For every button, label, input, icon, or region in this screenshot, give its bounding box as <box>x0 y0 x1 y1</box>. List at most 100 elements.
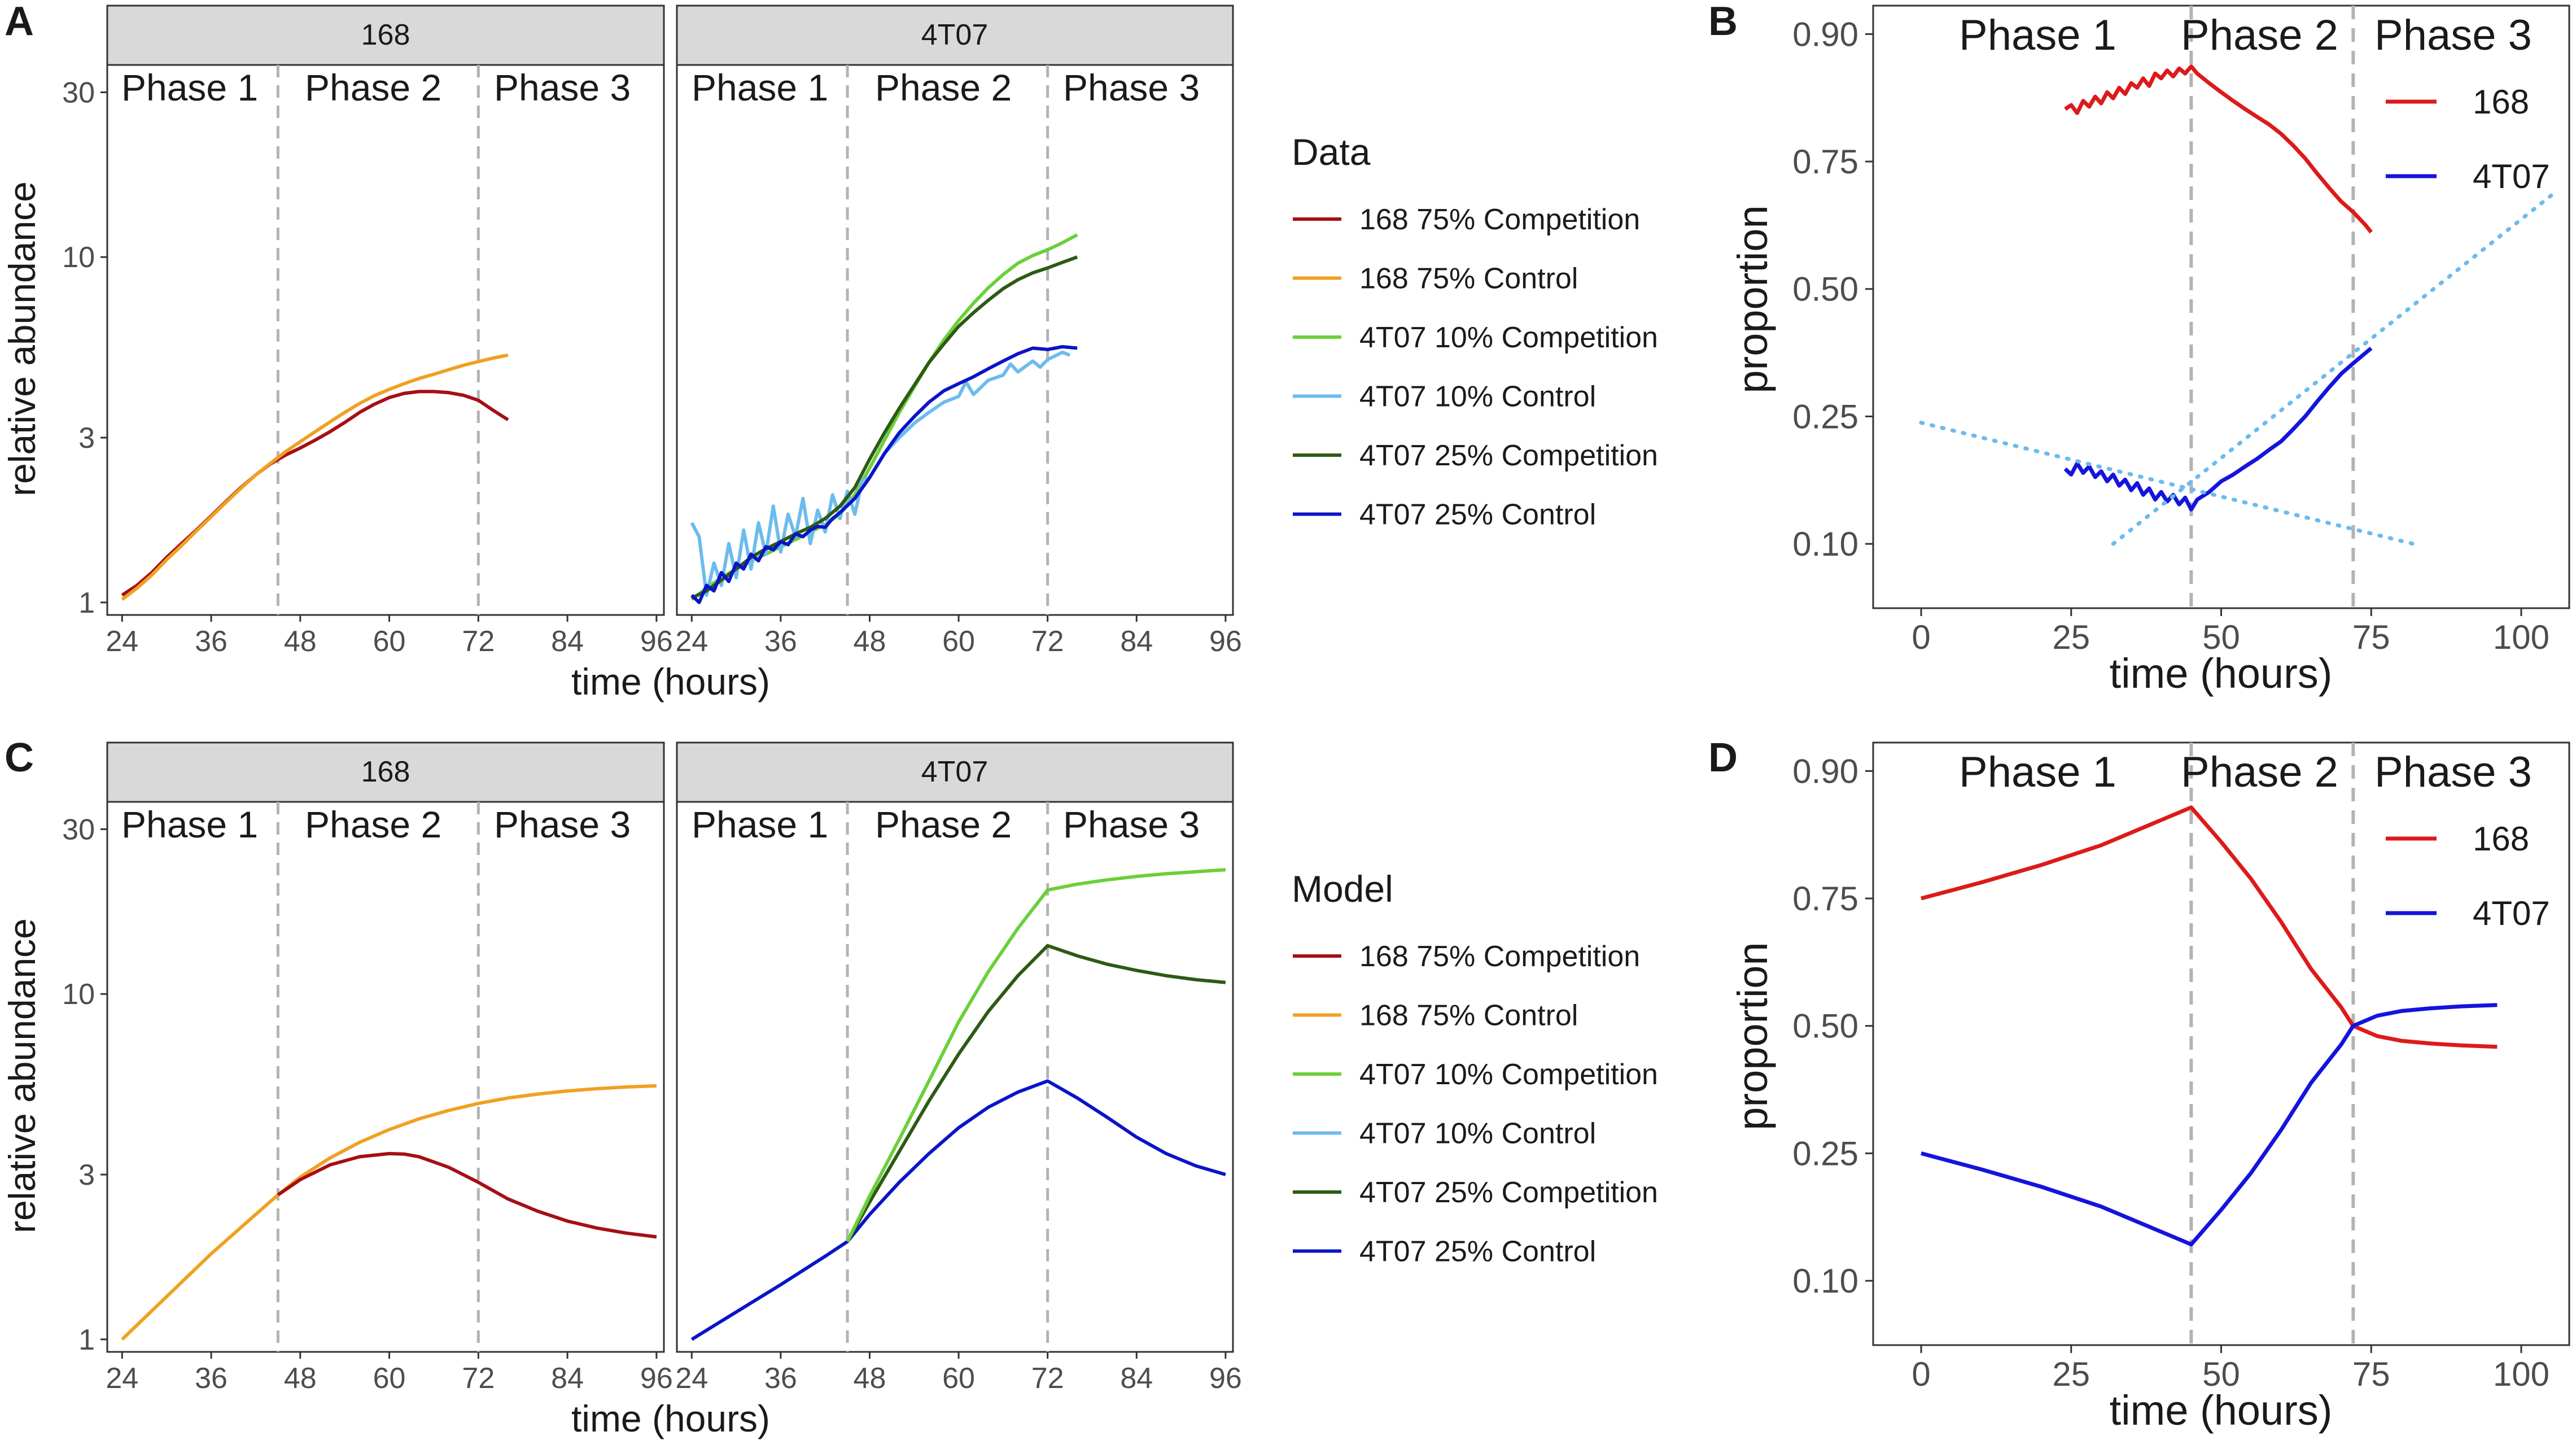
x-tick-label: 24 <box>675 1362 708 1395</box>
facet-label-168: 168 <box>361 19 410 51</box>
x-tick-label: 96 <box>1209 1362 1242 1395</box>
y-tick-label: 0.10 <box>1792 525 1858 563</box>
y-tick-label: 3 <box>78 1159 95 1192</box>
legend-label-4t07: 4T07 <box>2473 158 2550 195</box>
panel-a: 168 4T07 Phase 1 Phase 2 Phase 3 Phase 1… <box>1 5 1242 702</box>
x-tick-label: 60 <box>942 1362 975 1395</box>
phase-label-3: Phase 3 <box>1063 804 1200 845</box>
x-tick-label: 60 <box>373 1362 406 1395</box>
legend-data: Data 168 75% Competition 168 75% Control 4… <box>1292 131 1658 531</box>
x-tick-label: 60 <box>373 625 406 658</box>
series-line-168 <box>2064 64 2373 234</box>
y-axis-title: proportion <box>1729 942 1776 1130</box>
x-tick-label: 96 <box>1209 625 1242 658</box>
legend-label: 4T07 25% Control <box>1359 1236 1596 1268</box>
panel-letter-b: B <box>1708 0 1738 44</box>
y-axis-title: proportion <box>1729 205 1776 393</box>
phase-label-1: Phase 1 <box>1959 748 2116 796</box>
series-line-4t07 <box>2063 347 2373 512</box>
y-tick-label: 1 <box>78 587 95 619</box>
panel-b: Phase 1 Phase 2 Phase 3 168 4T07 0.10 0.25… <box>1729 5 2570 697</box>
y-axis-title: relative abundance <box>1 181 43 496</box>
facet-label-4t07: 4T07 <box>921 756 989 788</box>
x-tick-label: 100 <box>2493 618 2549 656</box>
panel-letter-d: D <box>1708 735 1738 780</box>
phase-label-3: Phase 3 <box>1063 67 1200 108</box>
x-tick-label: 0 <box>1912 1355 1930 1393</box>
x-tick-label: 36 <box>764 1362 797 1395</box>
phase-label-3: Phase 3 <box>2374 748 2532 796</box>
facet-label-168: 168 <box>361 756 410 788</box>
x-tick-label: 50 <box>2202 1355 2240 1393</box>
facet-strip-4t07 <box>676 5 1234 66</box>
phase-label-2: Phase 2 <box>875 67 1012 108</box>
plot-frame-4t07 <box>676 801 1234 1353</box>
panel-c: 168 4T07 Phase 1 Phase 2 Phase 3 Phase 1… <box>1 741 1242 1439</box>
phase-label-1: Phase 1 <box>121 804 258 845</box>
phase-label-3: Phase 3 <box>494 804 631 845</box>
x-tick-label: 24 <box>675 625 708 658</box>
y-tick-label: 0.75 <box>1792 143 1858 181</box>
x-tick-label: 48 <box>284 625 317 658</box>
phase-label-2: Phase 2 <box>305 67 441 108</box>
y-tick-label: 0.25 <box>1792 1134 1858 1172</box>
x-tick-label: 84 <box>1120 1362 1153 1395</box>
series-line-4T07-25-control <box>690 1079 1226 1341</box>
y-tick-label: 30 <box>62 813 95 846</box>
legend-label: 4T07 25% Control <box>1359 499 1596 531</box>
plot-frame-168 <box>106 801 665 1353</box>
y-tick-label: 3 <box>78 422 95 455</box>
x-tick-label: 72 <box>462 625 495 658</box>
series-line-4T07-25-control <box>690 345 1078 604</box>
x-axis-title: time (hours) <box>571 1398 770 1439</box>
legend-label: 168 75% Control <box>1359 1000 1578 1032</box>
phase-label-1: Phase 1 <box>692 804 828 845</box>
x-tick-label: 72 <box>462 1362 495 1395</box>
phase-label-3: Phase 3 <box>2374 11 2532 59</box>
x-axis-title: time (hours) <box>571 661 770 702</box>
facet-strip-168 <box>106 741 665 803</box>
series-line-168-75-control <box>121 1084 657 1341</box>
phase-label-1: Phase 1 <box>1959 11 2116 59</box>
legend-label-168: 168 <box>2473 83 2529 121</box>
legend-label: 168 75% Control <box>1359 263 1578 295</box>
x-tick-label: 48 <box>854 625 886 658</box>
phase-label-1: Phase 1 <box>121 67 258 108</box>
series-line-trend-1 <box>1919 421 2416 546</box>
x-tick-label: 72 <box>1031 625 1064 658</box>
x-tick-label: 75 <box>2352 618 2390 656</box>
x-tick-label: 48 <box>284 1362 317 1395</box>
legend-title: Model <box>1292 868 1393 910</box>
legend-label: 168 75% Competition <box>1359 203 1640 236</box>
y-tick-label: 10 <box>62 978 95 1011</box>
x-tick-label: 84 <box>551 625 584 658</box>
y-tick-label: 0.75 <box>1792 880 1858 918</box>
facet-strip-4t07 <box>676 741 1234 803</box>
phase-label-2: Phase 2 <box>305 804 441 845</box>
phase-label-2: Phase 2 <box>2181 11 2338 59</box>
series-line-trend-2 <box>2111 189 2560 546</box>
y-tick-label: 1 <box>78 1324 95 1356</box>
x-tick-label: 75 <box>2352 1355 2390 1393</box>
plot-frame-b <box>1872 5 2570 609</box>
x-axis-title: time (hours) <box>2110 1387 2333 1434</box>
series-line-168 <box>1921 805 2498 1049</box>
legend-label: 4T07 25% Competition <box>1359 439 1658 472</box>
phase-label-1: Phase 1 <box>692 67 828 108</box>
phase-label-2: Phase 2 <box>875 804 1012 845</box>
panel-d: Phase 1 Phase 2 Phase 3 168 4T07 0.10 0.25… <box>1729 741 2570 1434</box>
y-tick-label: 0.90 <box>1792 752 1858 790</box>
x-tick-label: 60 <box>942 625 975 658</box>
legend-model: Model 168 75% Competition 168 75% Control… <box>1292 868 1658 1268</box>
legend-label: 4T07 10% Control <box>1359 381 1596 413</box>
legend-label: 4T07 10% Competition <box>1359 321 1658 354</box>
x-axis-title: time (hours) <box>2110 650 2333 697</box>
x-tick-label: 25 <box>2052 1355 2090 1393</box>
phase-label-3: Phase 3 <box>494 67 631 108</box>
x-tick-label: 24 <box>106 1362 138 1395</box>
plot-frame-168 <box>106 64 665 616</box>
legend-label: 4T07 10% Competition <box>1359 1058 1658 1091</box>
series-line-4T07-10-control <box>690 350 1071 597</box>
x-tick-label: 36 <box>764 625 797 658</box>
